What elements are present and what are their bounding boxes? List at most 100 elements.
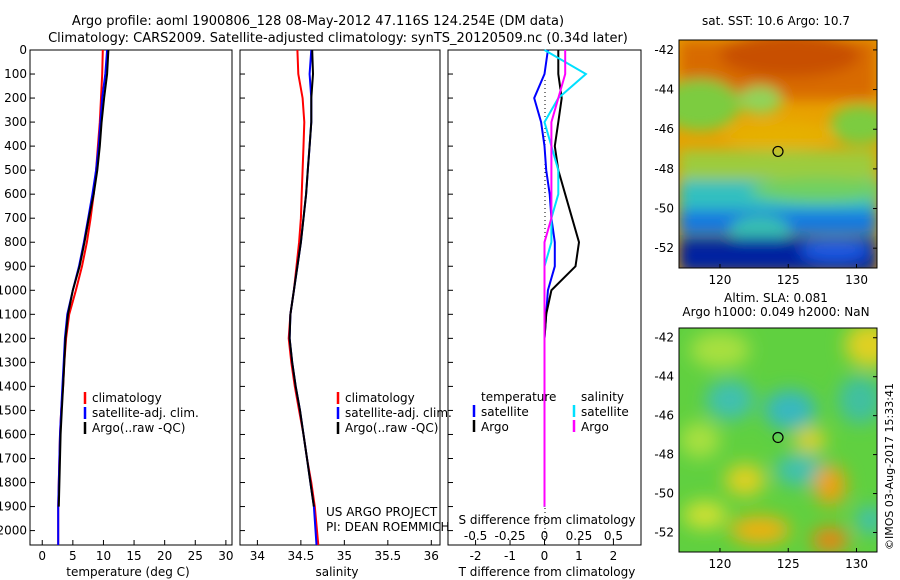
legend-climatology: climatology bbox=[92, 391, 162, 405]
lat-tick-label: -42 bbox=[654, 43, 674, 57]
depth-tick-label: 900 bbox=[4, 259, 27, 273]
legend-temperature-title: temperature bbox=[481, 390, 556, 404]
depth-tick-label: 0 bbox=[19, 43, 27, 57]
lat-tick-label: -50 bbox=[654, 487, 674, 501]
sst-map-frame bbox=[678, 39, 878, 269]
salinity-diff-x-axis: -0.5-0.2500.250.5 bbox=[464, 529, 623, 543]
credit-label: ©IMOS 03-Aug-2017 15:33:41 bbox=[883, 383, 896, 550]
x-tick-label: 5 bbox=[69, 549, 77, 563]
s-diff-tick-label: 0.5 bbox=[604, 529, 623, 543]
legend-satellite: satellite-adj. clim. bbox=[345, 406, 452, 420]
salinity-x-axis: 34 34.5 35 35.5 36 bbox=[250, 540, 439, 563]
depth-tick-label: 1400 bbox=[0, 379, 27, 393]
x-tick-label: 30 bbox=[218, 549, 233, 563]
lon-tick-label: 125 bbox=[777, 273, 800, 287]
salinity-xlabel: salinity bbox=[315, 565, 358, 579]
series-line-argo-raw-qc- bbox=[57, 49, 110, 507]
depth-tick-label: 1600 bbox=[0, 427, 27, 441]
s-diff-tick-label: -0.5 bbox=[464, 529, 487, 543]
sla-map-subtitle: Argo h1000: 0.049 h2000: NaN bbox=[682, 305, 869, 319]
lon-tick-label: 120 bbox=[709, 273, 732, 287]
x-tick-label: -2 bbox=[470, 549, 482, 563]
argo-location-marker bbox=[772, 431, 784, 444]
depth-axis: 0 100 200 300 400 500 600 700 800 900 1000 1100 1200… bbox=[0, 43, 453, 538]
x-tick-label: 0 bbox=[38, 549, 46, 563]
lat-tick-label: -52 bbox=[654, 241, 674, 255]
x-tick-label: 0 bbox=[541, 549, 549, 563]
legend-s-satellite: satellite bbox=[581, 405, 629, 419]
x-tick-label: 36 bbox=[424, 549, 439, 563]
depth-tick-label: 200 bbox=[4, 91, 27, 105]
depth-tick-label: 800 bbox=[4, 235, 27, 249]
lat-tick-label: -50 bbox=[654, 202, 674, 216]
x-tick-label: 20 bbox=[157, 549, 172, 563]
temperature-plot-frame bbox=[29, 49, 233, 546]
lon-tick-label: 125 bbox=[777, 557, 800, 571]
depth-tick-label: 500 bbox=[4, 163, 27, 177]
difference-legend: temperature salinity satellite Argo sate… bbox=[472, 390, 629, 434]
lat-tick-label: -48 bbox=[654, 448, 674, 462]
sla-map bbox=[679, 328, 877, 552]
depth-tick-label: 1500 bbox=[0, 403, 27, 417]
depth-tick-label: 400 bbox=[4, 139, 27, 153]
x-tick-label: 34 bbox=[250, 549, 265, 563]
series-line-salinity-argo bbox=[543, 50, 567, 507]
x-tick-label: -1 bbox=[504, 549, 516, 563]
lat-tick-label: -44 bbox=[654, 83, 674, 97]
x-tick-label: 1 bbox=[575, 549, 583, 563]
salinity-plot-frame bbox=[239, 49, 441, 546]
sla-map-title: Altim. SLA: 0.081 bbox=[724, 291, 828, 305]
depth-tick-label: 1000 bbox=[0, 283, 27, 297]
lat-tick-label: -44 bbox=[654, 370, 674, 384]
lat-tick-label: -42 bbox=[654, 331, 674, 345]
legend-t-argo: Argo bbox=[481, 420, 509, 434]
x-tick-label: 10 bbox=[96, 549, 111, 563]
s-diff-tick-label: 0.25 bbox=[566, 529, 593, 543]
lat-tick-label: -46 bbox=[654, 122, 674, 136]
title-line2: Climatology: CARS2009. Satellite-adjuste… bbox=[48, 31, 628, 46]
sst-map-title: sat. SST: 10.6 Argo: 10.7 bbox=[702, 14, 850, 28]
sst-map-axes: -42 -44 -46 -48 -50 -52 120 125 130 bbox=[654, 43, 877, 287]
difference-xlabel: T difference from climatology bbox=[458, 565, 636, 579]
x-tick-label: 35 bbox=[337, 549, 352, 563]
temperature-series bbox=[57, 49, 110, 545]
x-tick-label: 15 bbox=[126, 549, 141, 563]
depth-tick-label: 1700 bbox=[0, 451, 27, 465]
depth-tick-label: 2000 bbox=[0, 524, 27, 538]
lat-tick-label: -46 bbox=[654, 409, 674, 423]
title-line1: Argo profile: aoml 1900806_128 08-May-20… bbox=[72, 14, 564, 29]
lat-tick-label: -48 bbox=[654, 162, 674, 176]
depth-tick-label: 300 bbox=[4, 115, 27, 129]
depth-tick-label: 600 bbox=[4, 187, 27, 201]
temperature-x-axis: 0 5 10 15 20 25 30 bbox=[38, 540, 234, 563]
x-tick-label: 2 bbox=[610, 549, 618, 563]
legend-s-argo: Argo bbox=[581, 420, 609, 434]
lon-tick-label: 130 bbox=[845, 273, 868, 287]
depth-tick-label: 1800 bbox=[0, 476, 27, 490]
temperature-xlabel: temperature (deg C) bbox=[66, 565, 189, 579]
temperature-legend: climatology satellite-adj. clim. Argo(..… bbox=[83, 391, 199, 435]
project-label: US ARGO PROJECT bbox=[326, 505, 438, 519]
depth-tick-label: 1900 bbox=[0, 500, 27, 514]
argo-location-marker bbox=[772, 145, 784, 158]
legend-salinity-title: salinity bbox=[581, 390, 624, 404]
lat-tick-label: -52 bbox=[654, 526, 674, 540]
sst-map bbox=[679, 40, 877, 268]
depth-tick-label: 1100 bbox=[0, 307, 27, 321]
legend-argo: Argo(..raw -QC) bbox=[345, 421, 438, 435]
legend-argo: Argo(..raw -QC) bbox=[92, 421, 185, 435]
pi-label: PI: DEAN ROEMMICH bbox=[326, 520, 449, 534]
s-difference-label: S difference from climatology bbox=[459, 513, 636, 527]
sla-map-frame bbox=[678, 327, 878, 553]
salinity-series bbox=[287, 49, 320, 546]
x-tick-label: 25 bbox=[188, 549, 203, 563]
legend-climatology: climatology bbox=[345, 391, 415, 405]
legend-satellite: satellite-adj. clim. bbox=[92, 406, 199, 420]
lon-tick-label: 130 bbox=[845, 557, 868, 571]
depth-tick-label: 700 bbox=[4, 211, 27, 225]
depth-tick-label: 1300 bbox=[0, 355, 27, 369]
x-tick-label: 35.5 bbox=[374, 549, 401, 563]
legend-t-satellite: satellite bbox=[481, 405, 529, 419]
lon-tick-label: 120 bbox=[709, 557, 732, 571]
